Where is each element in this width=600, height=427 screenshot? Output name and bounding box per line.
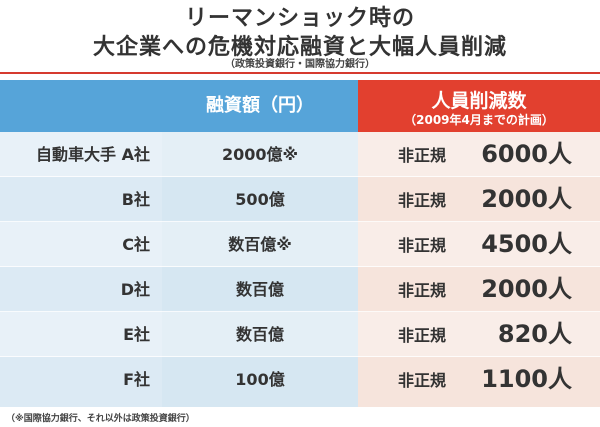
loan-cell: 数百億	[235, 325, 284, 344]
cut-label-cell: 非正規	[398, 281, 447, 300]
cut-value-cell: 1100人	[481, 365, 572, 393]
company-cell: C社	[122, 235, 150, 254]
header-red-band	[358, 80, 600, 132]
company-cell: E社	[123, 325, 150, 344]
company-cell: F社	[123, 370, 150, 389]
cut-column-bg	[358, 80, 600, 407]
header-blue-band	[0, 80, 358, 132]
table-row: B社 500億 非正規 2000人	[0, 177, 600, 222]
loan-cell: 100億	[235, 370, 285, 389]
loan-cell: 数百億※	[228, 235, 292, 254]
loan-column-bg	[162, 80, 358, 407]
title-area: リーマンショック時の 大企業への危機対応融資と大幅人員削減 （政策投資銀行・国際…	[0, 0, 600, 74]
company-cell: B社	[121, 190, 150, 209]
source-note: （政策投資銀行・国際協力銀行）	[225, 59, 375, 70]
column-header-cut-sub: （2009年4月までの計画）	[404, 113, 554, 127]
footnote: （※国際協力銀行、それ以外は政策投資銀行）	[6, 414, 195, 424]
cut-label-cell: 非正規	[398, 236, 447, 255]
cut-label-cell: 非正規	[398, 371, 447, 390]
cut-value-cell: 2000人	[481, 185, 572, 213]
loan-layoff-table: 融資額（円） 人員削減数 （2009年4月までの計画） 自動車大手 A社 200…	[0, 80, 600, 407]
loan-cell: 2000億※	[221, 145, 299, 164]
table-row: C社 数百億※ 非正規 4500人	[0, 222, 600, 267]
cut-value-cell: 6000人	[481, 140, 572, 168]
company-cell: D社	[120, 280, 150, 299]
loan-cell: 数百億	[235, 280, 284, 299]
table-row: D社 数百億 非正規 2000人	[0, 267, 600, 312]
cut-label-cell: 非正規	[398, 146, 447, 165]
table-row: E社 数百億 非正規 820人	[0, 312, 600, 357]
column-header-cut: 人員削減数	[431, 90, 527, 112]
table-row: 自動車大手 A社 2000億※ 非正規 6000人	[0, 132, 600, 177]
title-divider	[0, 72, 600, 74]
title-line-2: 大企業への危機対応融資と大幅人員削減	[92, 35, 507, 60]
company-cell: 自動車大手 A社	[36, 145, 150, 164]
title-line-1: リーマンショック時の	[184, 6, 415, 31]
cut-label-cell: 非正規	[398, 326, 447, 345]
company-column-bg	[0, 80, 162, 407]
loan-cell: 500億	[235, 190, 285, 209]
cut-label-cell: 非正規	[398, 191, 447, 210]
cut-value-cell: 820人	[497, 320, 572, 348]
column-header-loan: 融資額（円）	[206, 95, 314, 116]
cut-value-cell: 2000人	[481, 275, 572, 303]
table-row: F社 100億 非正規 1100人	[0, 357, 600, 402]
cut-value-cell: 4500人	[481, 230, 572, 258]
